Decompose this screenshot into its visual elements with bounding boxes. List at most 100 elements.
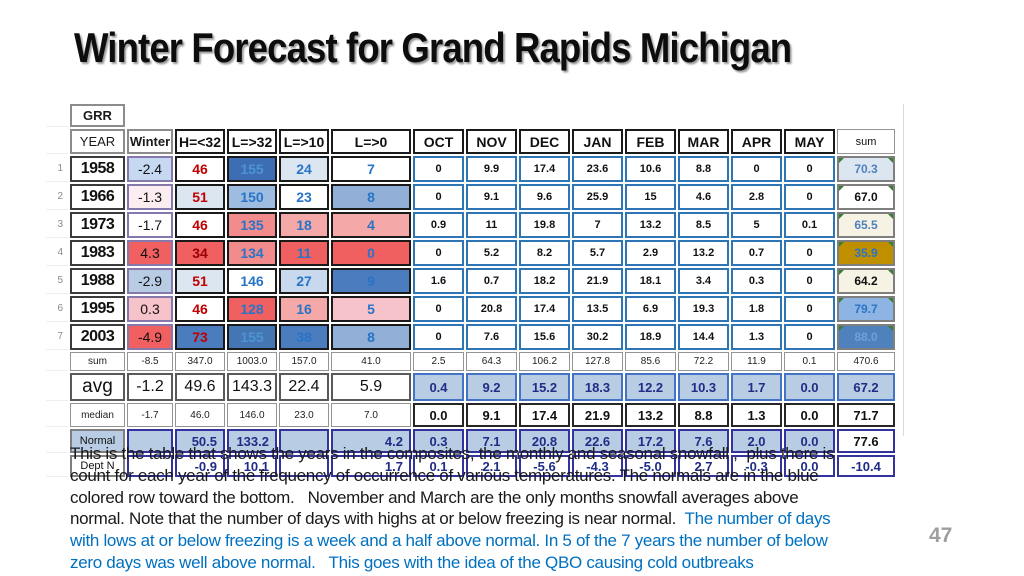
data-cell: 1.7 [731, 373, 782, 401]
data-cell: 155 [227, 324, 277, 350]
data-cell: 10.3 [678, 373, 729, 401]
data-cell: 8.2 [519, 240, 570, 266]
data-cell: 18.1 [625, 268, 676, 294]
data-cell: L=>10 [279, 129, 329, 154]
data-cell: 0 [413, 324, 464, 350]
table-row: 3 1973 -1.7 46 135 18 4 0.9 11 19.8 7 13.2 8.5 5 0.1 65… [46, 212, 895, 238]
caption-segment: This is the table that shows the years i… [70, 444, 835, 463]
data-cell: 5 [331, 296, 411, 322]
page-number: 47 [929, 524, 953, 547]
data-cell: 14.4 [678, 324, 729, 350]
data-cell: 0 [784, 184, 835, 210]
data-cell: 18.9 [625, 324, 676, 350]
table-row: Normal 50.5 133.2 4.2 0.3 7.1 20.8 22.6 17.2 7.6 2… [46, 429, 895, 453]
data-cell: 50.5 [175, 429, 225, 453]
table-row: GRR [46, 104, 895, 127]
data-cell [279, 429, 329, 453]
data-cell: 16 [279, 296, 329, 322]
data-cell [572, 104, 623, 127]
data-cell: 0.3 [127, 296, 173, 322]
data-cell: 143.3 [227, 373, 277, 401]
data-cell: 157.0 [279, 352, 329, 371]
row-number [46, 455, 68, 477]
data-cell: 24 [279, 156, 329, 182]
data-cell: 0 [731, 156, 782, 182]
data-cell: 13.2 [625, 212, 676, 238]
data-cell: 0 [784, 296, 835, 322]
data-cell: 67.2 [837, 373, 895, 401]
data-cell: 9.6 [519, 184, 570, 210]
data-cell: DEC [519, 129, 570, 154]
data-cell: 5 [731, 212, 782, 238]
data-cell: 127.8 [572, 352, 623, 371]
data-cell: 34 [175, 240, 225, 266]
data-cell: sum [837, 129, 895, 154]
data-cell: 0.3 [413, 429, 464, 453]
data-cell: -8.5 [127, 352, 173, 371]
data-cell: 11 [466, 212, 517, 238]
data-cell: 8 [331, 184, 411, 210]
data-cell: 15.2 [519, 373, 570, 401]
row-label-cell: Dept N [70, 455, 125, 477]
caption-line: colored row toward the bottom. November … [70, 487, 932, 509]
row-number [46, 352, 68, 371]
data-cell: 22.6 [572, 429, 623, 453]
data-cell: 106.2 [519, 352, 570, 371]
data-cell: 13.2 [625, 403, 676, 427]
data-cell: 20.8 [466, 296, 517, 322]
table-row: 2 1966 -1.3 51 150 23 8 0 9.1 9.6 25.9 15 4.6 2.8 0 67.… [46, 184, 895, 210]
row-number [46, 373, 68, 401]
data-cell: 7 [331, 156, 411, 182]
data-cell: JAN [572, 129, 623, 154]
data-cell: 8 [331, 324, 411, 350]
row-number [46, 129, 68, 154]
row-number: 1 [46, 156, 68, 182]
data-cell: 128 [227, 296, 277, 322]
data-cell [625, 104, 676, 127]
data-cell [127, 104, 173, 127]
row-label-cell: GRR [70, 104, 125, 127]
data-cell [837, 104, 895, 127]
data-cell: -5.6 [519, 455, 570, 477]
caption-text: This is the table that shows the years i… [70, 443, 932, 574]
data-cell: MAY [784, 129, 835, 154]
data-cell: 0.1 [784, 212, 835, 238]
row-number: 4 [46, 240, 68, 266]
data-cell: 67.0 [837, 184, 895, 210]
data-cell: 1.3 [731, 324, 782, 350]
data-cell: 0 [413, 184, 464, 210]
data-cell: 9.1 [466, 403, 517, 427]
data-cell: 64.3 [466, 352, 517, 371]
table-row: YEAR Winter H=<32 L=>32 L=>10 L=>0 OCT NOV DEC JA… [46, 129, 895, 154]
data-cell: 21.9 [572, 403, 623, 427]
data-cell: Winter [127, 129, 173, 154]
data-cell: 17.4 [519, 156, 570, 182]
data-cell: 347.0 [175, 352, 225, 371]
data-cell: 46 [175, 156, 225, 182]
data-cell: 15.6 [519, 324, 570, 350]
data-cell: 146.0 [227, 403, 277, 427]
row-label-cell: 1958 [70, 156, 125, 182]
data-cell: 1.6 [413, 268, 464, 294]
data-cell: 9.1 [466, 184, 517, 210]
data-cell [279, 455, 329, 477]
table-row: 1 1958 -2.4 46 155 24 7 0 9.9 17.4 23.6 10.6 8.8 0 0 70… [46, 156, 895, 182]
data-cell: L=>32 [227, 129, 277, 154]
data-cell: 0.0 [784, 373, 835, 401]
data-cell: 23.0 [279, 403, 329, 427]
data-cell: 17.2 [625, 429, 676, 453]
data-cell: 77.6 [837, 429, 895, 453]
row-label-cell: Normal [70, 429, 125, 453]
table-row: sum -8.5 347.0 1003.0 157.0 41.0 2.5 64.3 106.2 1… [46, 352, 895, 371]
data-cell: 0 [413, 156, 464, 182]
data-cell: 70.3 [837, 156, 895, 182]
data-cell: -4.9 [127, 324, 173, 350]
data-cell [519, 104, 570, 127]
data-cell: 20.8 [519, 429, 570, 453]
data-cell: 0 [784, 156, 835, 182]
data-cell: FEB [625, 129, 676, 154]
data-cell: 7.6 [678, 429, 729, 453]
data-cell: 470.6 [837, 352, 895, 371]
data-cell: 19.8 [519, 212, 570, 238]
